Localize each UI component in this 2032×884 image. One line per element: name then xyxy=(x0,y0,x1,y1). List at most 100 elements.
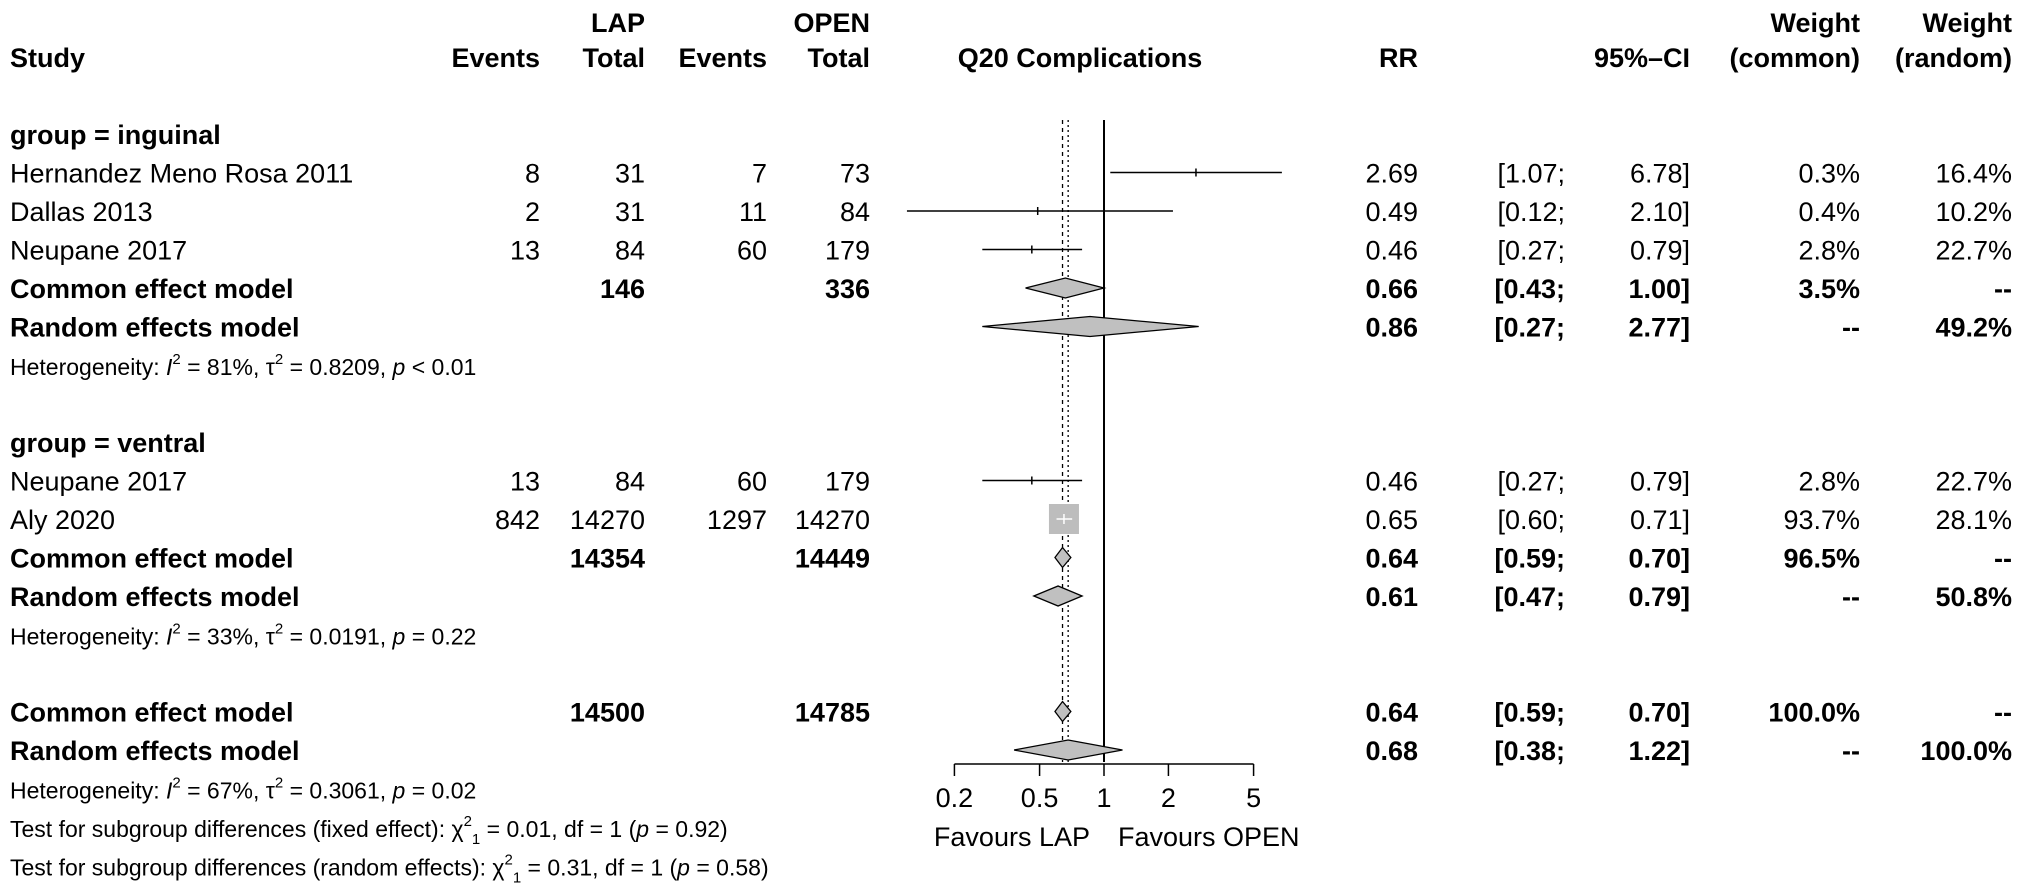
rr-value: 0.86 xyxy=(1365,313,1418,343)
weight-common: -- xyxy=(1842,582,1860,612)
weight-random: 50.8% xyxy=(1935,582,2012,612)
weight-common: 0.4% xyxy=(1798,197,1860,227)
weight-random: 16.4% xyxy=(1935,159,2012,189)
open-total: 179 xyxy=(825,467,870,497)
lap-events: 842 xyxy=(495,505,540,535)
pooled-label: Common effect model xyxy=(10,698,294,728)
open-events: 60 xyxy=(737,236,767,266)
rr-value: 0.64 xyxy=(1365,544,1418,574)
column-headers: Study LAP Events Total Events OPEN Total… xyxy=(10,8,2012,73)
ci-upper: 0.70] xyxy=(1628,544,1690,574)
lap-events: 8 xyxy=(525,159,540,189)
header-plot-title: Q20 Complications xyxy=(958,43,1203,73)
weight-common: 3.5% xyxy=(1798,274,1860,304)
lap-total: 31 xyxy=(615,159,645,189)
ci-upper: 6.78] xyxy=(1630,159,1690,189)
ci-upper: 0.71] xyxy=(1630,505,1690,535)
heterogeneity-text: Heterogeneity: I2 = 67%, τ2 = 0.3061, p … xyxy=(10,775,476,804)
header-weight-common-title: Weight xyxy=(1771,8,1861,38)
pooled-diamond xyxy=(1054,700,1072,723)
lap-total: 84 xyxy=(615,236,645,266)
open-events: 60 xyxy=(737,467,767,497)
ci-lower: [0.27; xyxy=(1497,236,1565,266)
pooled-label: Common effect model xyxy=(10,274,294,304)
ci-upper: 1.00] xyxy=(1628,274,1690,304)
rr-value: 0.68 xyxy=(1365,736,1418,766)
header-weight-common: (common) xyxy=(1730,43,1861,73)
x-tick-label: 2 xyxy=(1161,783,1176,813)
ci-upper: 0.79] xyxy=(1628,582,1690,612)
ci-upper: 0.70] xyxy=(1628,698,1690,728)
header-lap-total: Total xyxy=(583,43,646,73)
weight-random: 22.7% xyxy=(1935,236,2012,266)
header-open-total: Total xyxy=(808,43,871,73)
group-label: group = ventral xyxy=(10,428,206,458)
group-label: group = inguinal xyxy=(10,120,221,150)
open-total: 14785 xyxy=(795,698,870,728)
header-rr: RR xyxy=(1379,43,1418,73)
weight-random: 22.7% xyxy=(1935,467,2012,497)
open-total: 84 xyxy=(840,197,870,227)
weight-random: -- xyxy=(1994,698,2012,728)
lap-events: 13 xyxy=(510,236,540,266)
pooled-diamond xyxy=(1032,585,1084,607)
rr-value: 2.69 xyxy=(1365,159,1418,189)
subgroup-test-text: Test for subgroup differences (random ef… xyxy=(10,852,769,884)
weight-random: -- xyxy=(1994,544,2012,574)
weight-common: 2.8% xyxy=(1798,236,1860,266)
weight-random: 28.1% xyxy=(1935,505,2012,535)
study-label: Aly 2020 xyxy=(10,505,115,535)
header-weight-random-title: Weight xyxy=(1923,8,2013,38)
weight-random: 10.2% xyxy=(1935,197,2012,227)
study-label: Hernandez Meno Rosa 2011 xyxy=(10,159,353,189)
header-weight-random: (random) xyxy=(1895,43,2012,73)
pooled-label: Random effects model xyxy=(10,736,300,766)
rr-value: 0.61 xyxy=(1365,582,1418,612)
pooled-diamond xyxy=(1054,546,1072,569)
heterogeneity-text: Heterogeneity: I2 = 33%, τ2 = 0.0191, p … xyxy=(10,621,476,650)
pooled-diamond xyxy=(1025,277,1107,299)
open-events: 11 xyxy=(739,197,767,227)
ci-lower: [0.27; xyxy=(1494,313,1565,343)
lap-events: 2 xyxy=(525,197,540,227)
study-label: Neupane 2017 xyxy=(10,467,187,497)
weight-common: -- xyxy=(1842,736,1860,766)
weight-common: 100.0% xyxy=(1768,698,1860,728)
pooled-label: Random effects model xyxy=(10,582,300,612)
ci-upper: 0.79] xyxy=(1630,236,1690,266)
ci-upper: 0.79] xyxy=(1630,467,1690,497)
header-open-events: Events xyxy=(678,43,767,73)
lap-total: 14500 xyxy=(570,698,645,728)
ci-lower: [0.47; xyxy=(1494,582,1565,612)
lap-total: 31 xyxy=(615,197,645,227)
lap-events: 13 xyxy=(510,467,540,497)
open-total: 179 xyxy=(825,236,870,266)
ci-upper: 2.77] xyxy=(1628,313,1690,343)
x-tick-label: 0.2 xyxy=(936,783,974,813)
rr-value: 0.46 xyxy=(1365,467,1418,497)
x-tick-label: 5 xyxy=(1246,783,1261,813)
favours-right-label: Favours OPEN xyxy=(1118,822,1300,852)
ci-lower: [0.27; xyxy=(1497,467,1565,497)
subgroup-test-text: Test for subgroup differences (fixed eff… xyxy=(10,813,728,848)
rr-value: 0.65 xyxy=(1365,505,1418,535)
weight-common: 2.8% xyxy=(1798,467,1860,497)
open-total: 14449 xyxy=(795,544,870,574)
header-lap-events: Events xyxy=(451,43,540,73)
weight-common: 96.5% xyxy=(1783,544,1860,574)
pooled-diamond xyxy=(982,315,1199,338)
weight-common: -- xyxy=(1842,313,1860,343)
open-total: 336 xyxy=(825,274,870,304)
heterogeneity-text: Heterogeneity: I2 = 81%, τ2 = 0.8209, p … xyxy=(10,351,476,380)
ci-lower: [0.12; xyxy=(1497,197,1565,227)
table-rows: group = inguinal Hernandez Meno Rosa 2011… xyxy=(10,120,2012,884)
rr-value: 0.66 xyxy=(1365,274,1418,304)
x-tick-label: 0.5 xyxy=(1021,783,1059,813)
header-ci: 95%–CI xyxy=(1594,43,1690,73)
pooled-label: Common effect model xyxy=(10,544,294,574)
open-total: 14270 xyxy=(795,505,870,535)
header-study: Study xyxy=(10,43,85,73)
ci-lower: [0.60; xyxy=(1497,505,1565,535)
pooled-diamond xyxy=(1013,739,1123,761)
